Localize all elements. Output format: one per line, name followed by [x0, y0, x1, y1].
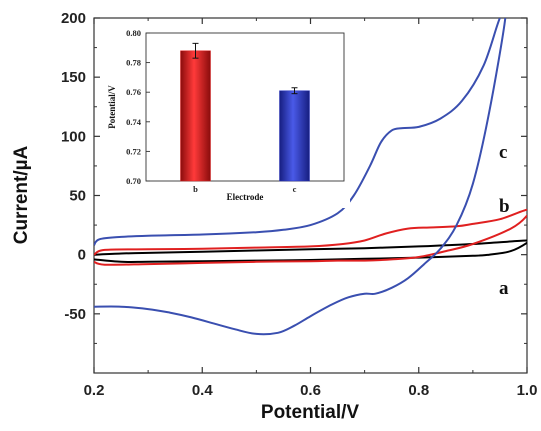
inset-y-tick-label: 0.76	[126, 87, 141, 97]
inset-y-tick-label: 0.80	[126, 28, 141, 38]
y-tick-label: 0	[78, 247, 86, 264]
main-axis-ticks	[93, 17, 528, 373]
y-tick-label: 100	[61, 128, 86, 145]
y-tick-label: -50	[64, 306, 86, 323]
curve-label-c: c	[499, 142, 507, 163]
curve-label-a: a	[499, 278, 509, 299]
inset-y-tick-label: 0.74	[126, 117, 142, 127]
x-tick-label: 0.4	[192, 382, 214, 399]
inset-axis-tick-labels: 0.70 0.72 0.74 0.76 0.78 0.80 b c	[126, 28, 296, 194]
x-tick-label: 1.0	[517, 382, 538, 399]
inset-bar-c	[279, 90, 310, 182]
inset-y-tick-label: 0.78	[126, 58, 141, 68]
inset-bar-chart: 0.70 0.72 0.74 0.76 0.78 0.80 b c Electrode Pot…	[103, 26, 350, 208]
cv-curves	[94, 18, 527, 336]
inset-bar-b	[180, 50, 211, 182]
cv-curve-c	[94, 18, 507, 336]
inset-x-axis-title: Electrode	[227, 192, 264, 202]
x-tick-label: 0.6	[300, 382, 321, 399]
inset-y-tick-label: 0.72	[126, 146, 141, 156]
inset-x-tick-label: b	[193, 184, 198, 194]
cv-curve-a	[94, 239, 527, 264]
y-tick-label: 50	[69, 188, 86, 205]
inset-y-axis-title: Potential/V	[107, 85, 117, 129]
x-axis-title: Potential/V	[261, 402, 360, 423]
y-tick-label: 200	[61, 10, 86, 27]
x-tick-label: 0.8	[408, 382, 429, 399]
inset-bars	[180, 42, 310, 182]
inset-plot-frame	[145, 32, 345, 182]
y-tick-label: 150	[61, 69, 86, 86]
inset-y-tick-label: 0.70	[126, 176, 141, 186]
y-axis-title: Current/µA	[11, 145, 32, 244]
main-axis-tick-labels: -50 0 50 100 150 200 0.2 0.4 0.6 0.8 1.0	[61, 10, 537, 399]
x-tick-label: 0.2	[84, 382, 105, 399]
curve-label-b: b	[499, 196, 510, 217]
inset-x-tick-label: c	[293, 184, 297, 194]
cv-curve-b	[94, 208, 527, 266]
